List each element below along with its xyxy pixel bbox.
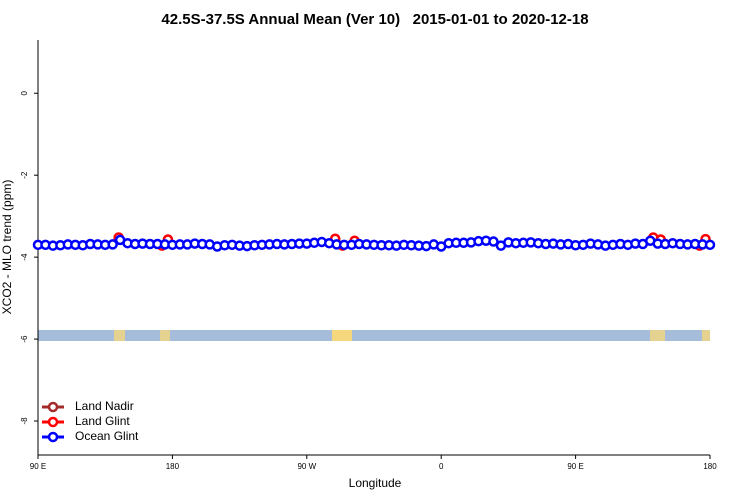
land-band <box>332 330 352 341</box>
x-tick-label: 180 <box>166 462 180 471</box>
y-tick-label: 0 <box>20 90 29 95</box>
land-band <box>114 330 125 341</box>
legend-marker <box>47 401 59 413</box>
chart-title: 42.5S-37.5S Annual Mean (Ver 10) 2015-01… <box>161 11 588 28</box>
land-band <box>702 330 710 341</box>
legend-marker <box>47 416 59 428</box>
land-band <box>160 330 170 341</box>
x-tick-label: 90 W <box>297 462 316 471</box>
y-tick-label: -2 <box>20 171 29 179</box>
y-tick-label: -4 <box>20 253 29 261</box>
legend-label: Land Glint <box>75 414 130 428</box>
y-axis-label: XCO2 - MLO trend (ppm) <box>0 180 14 315</box>
land-ocean-mask <box>38 330 710 341</box>
point <box>107 239 118 250</box>
point <box>704 239 716 251</box>
ocean-band <box>38 330 710 341</box>
x-tick-label: 0 <box>439 462 444 471</box>
x-axis-label: Longitude <box>349 476 402 490</box>
y-tick-label: -6 <box>20 335 29 343</box>
legend-label: Ocean Glint <box>75 429 139 443</box>
legend-marker <box>47 431 59 443</box>
x-tick-label: 90 E <box>30 462 46 471</box>
land-band <box>650 330 665 341</box>
x-tick-label: 180 <box>703 462 717 471</box>
point <box>488 236 499 247</box>
x-tick-label: 90 E <box>567 462 583 471</box>
y-tick-label: -8 <box>20 417 29 425</box>
legend-label: Land Nadir <box>75 399 134 413</box>
